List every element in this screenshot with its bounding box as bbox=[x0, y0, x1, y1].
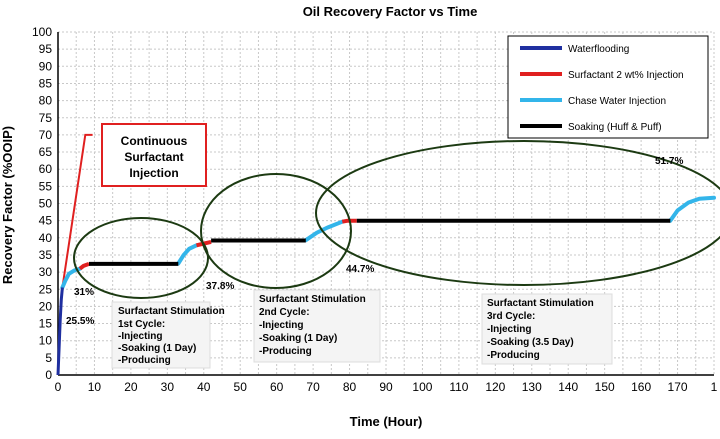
x-tick-label: 80 bbox=[343, 380, 357, 394]
cycle2-line-4: -Soaking (1 Day) bbox=[259, 333, 337, 344]
y-tick-label: 80 bbox=[39, 94, 53, 108]
cycle1-line-2: 1st Cycle: bbox=[118, 319, 165, 330]
y-tick-label: 0 bbox=[45, 368, 52, 382]
y-tick-label: 30 bbox=[39, 265, 53, 279]
cycle3-line-1: Surfactant Stimulation bbox=[487, 298, 594, 309]
legend-entry: Waterflooding bbox=[568, 44, 629, 55]
chase-water-segment bbox=[176, 243, 199, 266]
cycle1-ellipse bbox=[73, 217, 209, 299]
x-tick-label: 130 bbox=[522, 380, 542, 394]
legend-entry: Chase Water Injection bbox=[568, 96, 666, 107]
cycle2-line-2: 2nd Cycle: bbox=[259, 307, 310, 318]
x-tick-label: 160 bbox=[631, 380, 651, 394]
chase-water-segment bbox=[668, 195, 716, 223]
y-tick-label: 60 bbox=[39, 162, 53, 176]
x-tick-label: 140 bbox=[558, 380, 578, 394]
x-tick-label: 70 bbox=[306, 380, 320, 394]
x-axis-label: Time (Hour) bbox=[350, 414, 423, 429]
y-tick-label: 15 bbox=[39, 317, 53, 331]
cycle1-line-1: Surfactant Stimulation bbox=[118, 306, 225, 317]
y-tick-label: 50 bbox=[39, 197, 53, 211]
y-tick-label: 65 bbox=[39, 145, 53, 159]
y-tick-label: 70 bbox=[39, 128, 53, 142]
cycle2-line-1: Surfactant Stimulation bbox=[259, 294, 366, 305]
callout-line-2: Surfactant bbox=[124, 150, 183, 164]
cycle1-line-3: -Injecting bbox=[118, 331, 162, 342]
x-tick-label: 1 bbox=[711, 380, 718, 394]
cycle3-line-5: -Producing bbox=[487, 350, 540, 361]
cycle3-line-4: -Soaking (3.5 Day) bbox=[487, 337, 574, 348]
x-tick-label: 100 bbox=[412, 380, 432, 394]
callout-line-1: Continuous bbox=[121, 134, 188, 148]
cycle3-line-3: -Injecting bbox=[487, 324, 531, 335]
cycle2-line-3: -Injecting bbox=[259, 320, 303, 331]
continuous-surfactant-line bbox=[61, 133, 93, 288]
y-tick-label: 5 bbox=[45, 351, 52, 365]
waterflooding-line bbox=[56, 287, 64, 376]
y-tick-label: 45 bbox=[39, 214, 53, 228]
cycle1-line-4: -Soaking (1 Day) bbox=[118, 343, 196, 354]
x-tick-label: 50 bbox=[234, 380, 248, 394]
cycle2-box: Surfactant Stimulation 2nd Cycle: -Injec… bbox=[253, 289, 381, 363]
chase-water-segment bbox=[303, 219, 345, 243]
legend: Waterflooding Surfactant 2 wt% Injection C… bbox=[507, 35, 709, 139]
cycle2-line-5: -Producing bbox=[259, 346, 312, 357]
cycle3-box: Surfactant Stimulation 3rd Cycle: -Injec… bbox=[481, 293, 613, 365]
y-tick-label: 90 bbox=[39, 59, 53, 73]
y-tick-label: 10 bbox=[39, 334, 53, 348]
y-tick-label: 55 bbox=[39, 179, 53, 193]
y-tick-label: 40 bbox=[39, 231, 53, 245]
label-37-8: 37.8% bbox=[206, 281, 234, 292]
y-axis-label: Recovery Factor (%OOIP) bbox=[0, 126, 15, 284]
x-tick-label: 120 bbox=[485, 380, 505, 394]
axes bbox=[57, 32, 714, 376]
cycle3-line-2: 3rd Cycle: bbox=[487, 311, 535, 322]
y-tick-label: 35 bbox=[39, 248, 53, 262]
y-tick-label: 25 bbox=[39, 282, 53, 296]
x-tick-label: 60 bbox=[270, 380, 284, 394]
x-tick-label: 10 bbox=[88, 380, 102, 394]
surfactant-segment bbox=[78, 262, 90, 271]
x-tick-labels: 0 10 20 30 40 50 60 70 80 90 100 110 120 130 140 150 160… bbox=[55, 380, 718, 394]
x-tick-label: 90 bbox=[379, 380, 393, 394]
label-31: 31% bbox=[74, 287, 94, 298]
cycle3-ellipse bbox=[315, 140, 720, 286]
y-tick-label: 100 bbox=[32, 25, 52, 39]
y-tick-label: 20 bbox=[39, 299, 53, 313]
x-tick-label: 0 bbox=[55, 380, 62, 394]
series bbox=[56, 133, 716, 376]
x-tick-label: 20 bbox=[124, 380, 138, 394]
x-tick-label: 30 bbox=[161, 380, 175, 394]
label-51-7: 51.7% bbox=[655, 156, 683, 167]
y-tick-label: 85 bbox=[39, 76, 53, 90]
surfactant-segment bbox=[341, 218, 357, 224]
legend-entry: Soaking (Huff & Puff) bbox=[568, 122, 662, 133]
callout-line-3: Injection bbox=[129, 166, 178, 180]
x-tick-label: 40 bbox=[197, 380, 211, 394]
x-tick-label: 150 bbox=[595, 380, 615, 394]
y-tick-labels: 0 5 10 15 20 25 30 35 40 45 50 55 60 65 70 75 80 85 90 95 10… bbox=[32, 25, 52, 382]
cycle1-box: Surfactant Stimulation 1st Cycle: -Injec… bbox=[111, 301, 225, 369]
x-tick-label: 110 bbox=[449, 380, 468, 394]
label-44-7: 44.7% bbox=[346, 264, 374, 275]
cycle2-ellipse bbox=[200, 173, 352, 289]
legend-entry: Surfactant 2 wt% Injection bbox=[568, 70, 684, 81]
y-tick-label: 95 bbox=[39, 42, 53, 56]
label-25-5: 25.5% bbox=[66, 316, 94, 327]
callout-box: Continuous Surfactant Injection bbox=[101, 123, 207, 187]
x-tick-label: 170 bbox=[668, 380, 688, 394]
cycle-ellipses bbox=[73, 140, 720, 299]
y-tick-label: 75 bbox=[39, 111, 53, 125]
cycle1-line-5: -Producing bbox=[118, 355, 171, 366]
chart-title: Oil Recovery Factor vs Time bbox=[303, 4, 478, 19]
